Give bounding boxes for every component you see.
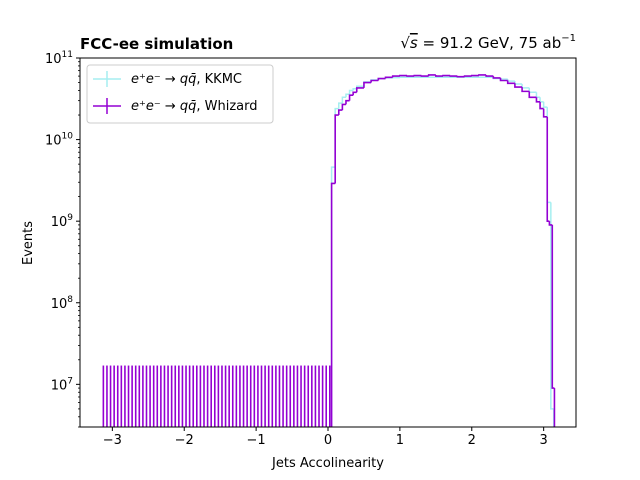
- whizard-histogram-bin: [535, 97, 541, 103]
- whizard-histogram-bin: [506, 80, 515, 85]
- whizard-histogram-bin: [478, 74, 487, 76]
- whizard-histogram-bin: [485, 74, 494, 77]
- whizard-histogram-bin: [391, 75, 400, 78]
- whizard-histogram-bin: [341, 103, 346, 111]
- chart-title-right: √s = 91.2 GeV, 75 ab−1: [400, 33, 576, 52]
- whizard-histogram-bin: [548, 221, 553, 226]
- plot-area: [102, 74, 556, 427]
- legend-entry-kkmc: e⁺e⁻ → qq̄, KKMC: [93, 71, 242, 87]
- whizard-histogram-bin: [442, 74, 451, 77]
- whizard-histogram-bin: [546, 116, 550, 222]
- whizard-histogram-bin: [352, 91, 357, 96]
- y-tick-label: 1010: [45, 132, 73, 149]
- whizard-histogram-bin: [449, 75, 458, 77]
- x-tick-label: 0: [324, 433, 332, 448]
- whizard-histogram-bin: [345, 99, 350, 105]
- whizard-histogram-bin: [355, 87, 364, 93]
- kkmc-histogram-bin: [338, 102, 343, 109]
- kkmc-histogram-bin: [535, 92, 541, 99]
- y-tick-label: 1011: [45, 50, 73, 67]
- whizard-histogram-bin: [521, 87, 530, 93]
- x-tick-label: 1: [396, 433, 404, 448]
- whizard-histogram-bin: [384, 76, 393, 79]
- x-tick-label: 2: [468, 433, 476, 448]
- title-energy: = 91.2 GeV, 75 ab: [418, 34, 562, 52]
- y-tick-label: 108: [51, 295, 74, 312]
- chart-title-left: FCC-ee simulation: [80, 35, 233, 53]
- whizard-histogram-bin: [492, 76, 501, 79]
- kkmc-histogram-bin: [352, 87, 357, 91]
- whizard-histogram-bin: [370, 79, 379, 83]
- whizard-histogram-bin: [377, 77, 386, 81]
- whizard-histogram-bin: [413, 74, 422, 77]
- whizard-histogram-bin: [539, 101, 544, 110]
- whizard-histogram-bin: [514, 83, 523, 88]
- whizard-series: [102, 74, 556, 427]
- y-tick-label: 109: [51, 213, 74, 230]
- whizard-histogram-bin: [528, 91, 537, 99]
- title-sqrt-var: s: [410, 34, 418, 52]
- x-ticks: −3 −2 −1 0 1 2 3: [103, 427, 548, 448]
- title-exponent: −1: [561, 33, 576, 44]
- whizard-histogram-bin: [348, 94, 354, 101]
- legend-label-kkmc: e⁺e⁻ → qq̄, KKMC: [131, 72, 242, 87]
- title-sqrt-symbol: √: [400, 34, 410, 52]
- whizard-histogram-bin: [334, 114, 339, 184]
- kkmc-histogram-bin: [341, 96, 346, 104]
- y-ticks: 107 108 109 1010 1011: [45, 50, 80, 428]
- x-axis-label: Jets Accolinearity: [271, 456, 384, 471]
- y-tick-label: 107: [51, 376, 73, 393]
- legend-label-whizard: e⁺e⁻ → qq̄, Whizard: [131, 99, 258, 114]
- y-axis-label: Events: [21, 221, 36, 265]
- kkmc-histogram-bin: [348, 89, 354, 95]
- kkmc-histogram-bin: [345, 93, 350, 98]
- whizard-histogram-bin: [406, 75, 415, 77]
- x-tick-label: 3: [540, 433, 548, 448]
- x-tick-label: −3: [103, 433, 122, 448]
- x-tick-label: −1: [247, 433, 266, 448]
- whizard-histogram-bin: [456, 75, 465, 78]
- legend: e⁺e⁻ → qq̄, KKMC e⁺e⁻ → qq̄, Whizard: [86, 64, 274, 124]
- whizard-histogram-bin: [330, 182, 336, 427]
- whizard-histogram-bin: [542, 108, 548, 118]
- whizard-histogram-bin: [499, 77, 508, 82]
- whizard-histogram-bin: [470, 74, 479, 77]
- whizard-histogram-bin: [399, 74, 408, 77]
- legend-box: [86, 64, 274, 124]
- whizard-histogram-bin: [420, 75, 429, 77]
- legend-entry-whizard: e⁺e⁻ → qq̄, Whizard: [93, 98, 258, 114]
- whizard-histogram-bin: [427, 74, 436, 77]
- whizard-histogram-bin: [337, 109, 343, 116]
- whizard-histogram-bin: [463, 75, 472, 77]
- kkmc-histogram-bin: [550, 202, 554, 410]
- x-tick-label: −2: [175, 433, 194, 448]
- kkmc-histogram-bin: [542, 101, 548, 108]
- whizard-histogram-bin: [363, 81, 372, 88]
- whizard-histogram-bin: [435, 74, 444, 77]
- kkmc-histogram-bin: [499, 78, 508, 80]
